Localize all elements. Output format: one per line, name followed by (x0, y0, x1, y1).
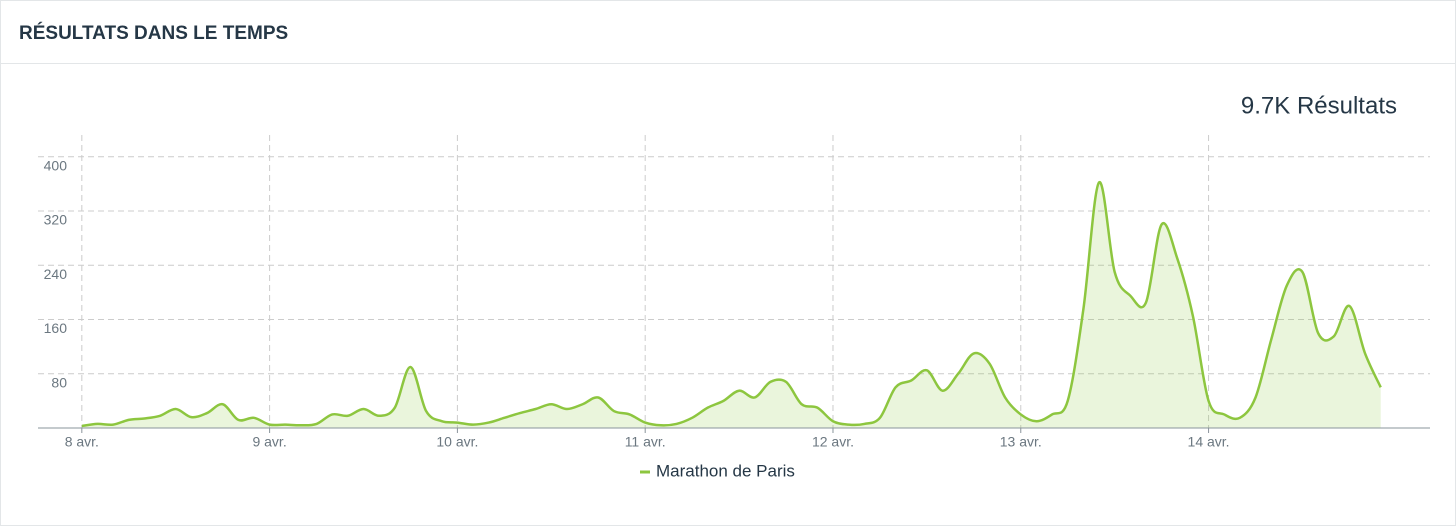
y-tick-label: 80 (51, 374, 67, 390)
x-tick-label: 14 avr. (1188, 434, 1230, 450)
y-tick-label: 160 (44, 320, 68, 336)
x-tick-label: 13 avr. (1000, 434, 1042, 450)
total-results: 9.7K Résultats (1241, 92, 1397, 119)
widget-title: RÉSULTATS DANS LE TEMPS (19, 22, 288, 44)
x-tick-label: 10 avr. (436, 434, 478, 450)
x-tick-label: 9 avr. (252, 434, 286, 450)
legend-label: Marathon de Paris (656, 461, 795, 480)
y-tick-label: 240 (44, 266, 68, 282)
area (81, 182, 1381, 428)
y-tick-label: 400 (44, 157, 68, 173)
x-tick-label: 12 avr. (812, 434, 854, 450)
y-tick-label: 320 (44, 212, 68, 228)
line (81, 181, 1382, 428)
x-tick-label: 11 avr. (625, 434, 666, 450)
x-tick-label: 8 avr. (65, 434, 99, 450)
